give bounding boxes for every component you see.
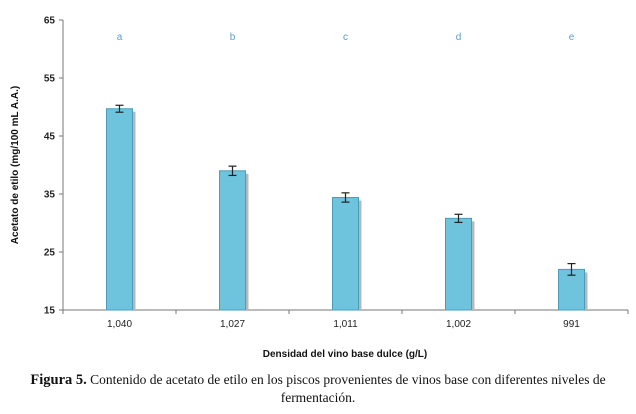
bar [219,170,246,311]
x-tick-label: 991 [563,319,580,330]
caption-label: Figura 5. [30,372,87,388]
significance-letter: e [569,32,575,43]
y-axis-title: Acetato de etilo (mg/100 mL A.A.) [10,86,21,244]
bar [332,196,359,311]
chart: 15 25 35 45 55 65 1,040 1,027 1,011 1,002 991 a b c… [10,16,629,360]
x-tick-label: 1,011 [333,319,358,330]
y-tick-label: 15 [44,306,56,317]
y-ticks: 15 25 35 45 55 65 [44,16,63,317]
y-tick-label: 45 [44,132,56,143]
x-tick-label: 1,040 [107,319,132,330]
significance-letter: b [230,32,236,43]
y-tick-label: 55 [44,74,56,85]
x-tick-label: 1,027 [220,319,245,330]
x-tick-label: 1,002 [446,319,471,330]
caption-text: Contenido de acetato de etilo en los pis… [90,372,606,405]
bars [106,104,588,311]
significance-letter: d [456,32,462,43]
x-ticks: 1,040 1,027 1,011 1,002 991 [62,310,629,330]
significance-letter: c [343,32,348,43]
significance-letter: a [117,32,123,43]
y-tick-label: 35 [44,190,56,201]
x-axis-title: Densidad del vino base dulce (g/L) [263,349,427,360]
significance-letters: a b c d e [117,32,575,43]
bar [445,217,472,311]
figure-caption: Figura 5. Contenido de acetato de etilo … [0,371,636,406]
y-tick-label: 25 [44,248,56,259]
bar [106,108,133,311]
y-tick-label: 65 [44,16,56,27]
